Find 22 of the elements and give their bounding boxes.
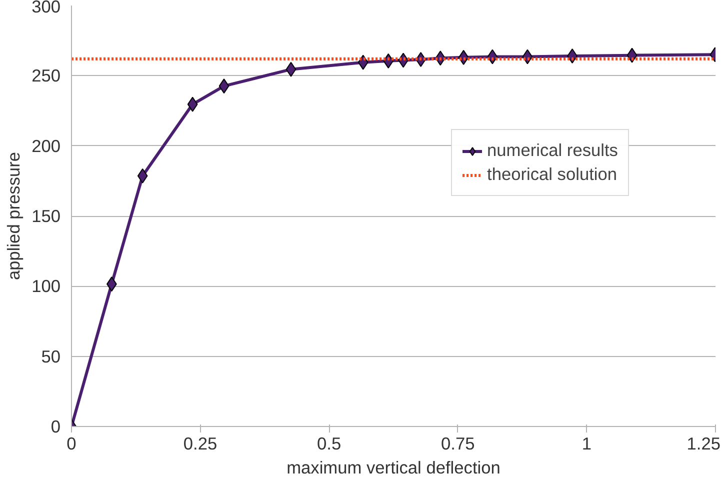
y-tick-label: 250 <box>32 66 61 86</box>
x-tick-label: 0 <box>66 434 76 454</box>
x-tick-label: 1.25 <box>686 434 721 454</box>
legend-label: theorical solution <box>487 164 618 185</box>
x-tick-label: 0.75 <box>441 434 475 454</box>
y-tick-label: 0 <box>50 416 61 436</box>
point <box>187 96 198 112</box>
y-tick-label: 50 <box>41 346 61 366</box>
x-axis-title: maximum vertical deflection <box>286 458 500 478</box>
y-tick-label: 200 <box>32 136 61 156</box>
y-tick-label: 150 <box>32 206 61 226</box>
point <box>218 78 230 94</box>
x-tick-label: 0.5 <box>317 434 342 454</box>
y-tick-label: 100 <box>32 276 61 296</box>
point <box>626 48 638 63</box>
x-tick-label: 0.25 <box>183 434 218 454</box>
point <box>286 62 296 77</box>
point <box>137 168 148 184</box>
y-tick-label: 300 <box>32 0 61 16</box>
legend-label: numerical results <box>487 140 618 161</box>
x-tick-label: 1 <box>582 434 592 454</box>
y-axis-title: applied pressure <box>4 152 24 280</box>
